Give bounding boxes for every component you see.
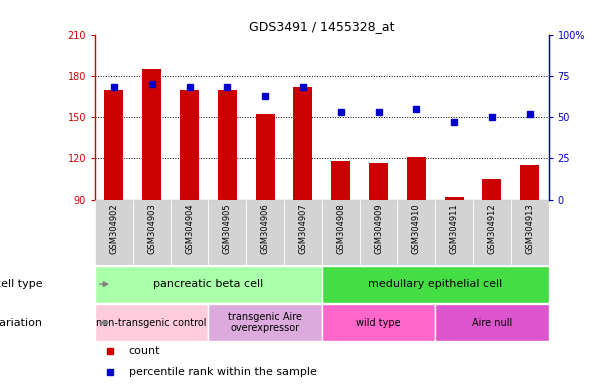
Text: GSM304906: GSM304906	[261, 203, 270, 254]
Text: non-transgenic control: non-transgenic control	[96, 318, 207, 328]
Text: Aire null: Aire null	[472, 318, 512, 328]
Bar	[142, 69, 161, 200]
Text: GSM304902: GSM304902	[109, 203, 118, 253]
Text: GSM304910: GSM304910	[412, 203, 421, 253]
Bar	[104, 89, 123, 200]
Bar	[294, 87, 313, 200]
Bar	[208, 304, 322, 341]
Text: count: count	[129, 346, 160, 356]
Bar	[322, 304, 435, 341]
Text: transgenic Aire
overexpressor: transgenic Aire overexpressor	[228, 312, 302, 333]
Text: wild type: wild type	[356, 318, 401, 328]
Bar	[360, 200, 397, 265]
Text: pancreatic beta cell: pancreatic beta cell	[153, 279, 264, 289]
Text: GSM304903: GSM304903	[147, 203, 156, 254]
Bar	[256, 114, 275, 200]
Bar	[435, 304, 549, 341]
Bar	[95, 266, 322, 303]
Bar	[218, 89, 237, 200]
Bar	[397, 200, 435, 265]
Bar	[95, 304, 208, 341]
Bar	[170, 200, 208, 265]
Bar	[482, 179, 501, 200]
Bar	[520, 165, 539, 200]
Bar	[284, 200, 322, 265]
Text: GSM304912: GSM304912	[487, 203, 497, 253]
Bar	[511, 200, 549, 265]
Bar	[133, 200, 170, 265]
Bar	[407, 157, 426, 200]
Bar	[322, 266, 549, 303]
Text: medullary epithelial cell: medullary epithelial cell	[368, 279, 503, 289]
Text: GSM304913: GSM304913	[525, 203, 535, 254]
Text: GSM304908: GSM304908	[336, 203, 345, 254]
Text: GSM304904: GSM304904	[185, 203, 194, 253]
Text: GSM304907: GSM304907	[299, 203, 308, 254]
Title: GDS3491 / 1455328_at: GDS3491 / 1455328_at	[249, 20, 395, 33]
Bar	[473, 200, 511, 265]
Bar	[369, 162, 388, 200]
Bar	[331, 161, 350, 200]
Text: GSM304911: GSM304911	[449, 203, 459, 253]
Text: cell type: cell type	[0, 279, 43, 289]
Text: percentile rank within the sample: percentile rank within the sample	[129, 367, 316, 377]
Bar	[444, 197, 463, 200]
Text: GSM304905: GSM304905	[223, 203, 232, 253]
Bar	[208, 200, 246, 265]
Text: genotype/variation: genotype/variation	[0, 318, 43, 328]
Bar	[246, 200, 284, 265]
Text: GSM304909: GSM304909	[374, 203, 383, 253]
Bar	[95, 200, 133, 265]
Bar	[435, 200, 473, 265]
Bar	[322, 200, 360, 265]
Bar	[180, 89, 199, 200]
